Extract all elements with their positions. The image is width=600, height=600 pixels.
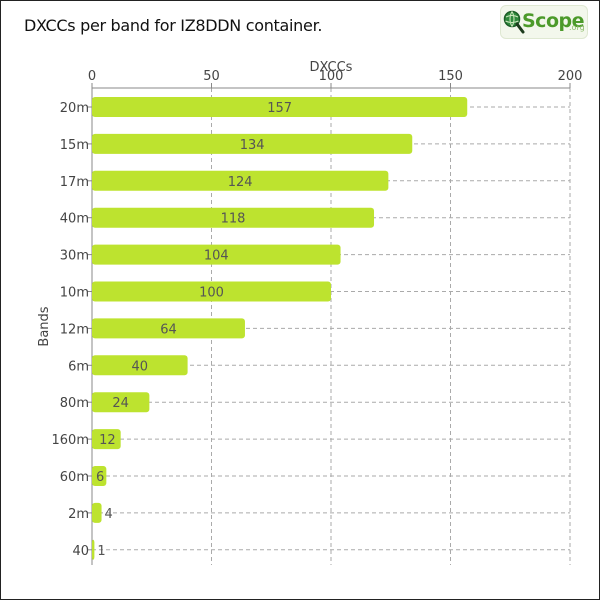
bar-15m bbox=[92, 133, 413, 154]
qscope-logo[interactable]: Scope .org bbox=[500, 5, 588, 39]
bar-6m bbox=[92, 355, 188, 376]
data-label: 40 bbox=[132, 359, 149, 374]
y-axis-title: Bands bbox=[37, 306, 52, 346]
data-label: 64 bbox=[160, 322, 177, 337]
bar-80m bbox=[92, 392, 150, 413]
category-label: 60m bbox=[60, 470, 89, 485]
data-label: 1 bbox=[97, 544, 105, 559]
data-label: 12 bbox=[99, 433, 116, 448]
category-label: 2m bbox=[68, 507, 89, 522]
bar-60m bbox=[92, 466, 107, 486]
data-label: 6 bbox=[96, 470, 104, 485]
category-label: 10m bbox=[60, 286, 89, 301]
logo-text: Scope bbox=[522, 10, 585, 32]
category-label: 80m bbox=[60, 396, 89, 411]
magnifier-globe-icon bbox=[503, 10, 525, 34]
bar-40m bbox=[92, 207, 375, 228]
category-label: 17m bbox=[60, 175, 89, 190]
x-tick-label: 0 bbox=[88, 69, 96, 84]
data-label: 157 bbox=[267, 101, 292, 116]
data-label: 134 bbox=[240, 138, 265, 153]
data-label: 24 bbox=[112, 396, 129, 411]
bar-17m bbox=[92, 170, 389, 191]
bar-2m bbox=[92, 502, 102, 523]
category-label: 20m bbox=[60, 101, 89, 116]
category-label: 40m bbox=[60, 212, 89, 227]
category-label: 30m bbox=[60, 249, 89, 264]
data-label: 100 bbox=[199, 286, 224, 301]
chart-title: DXCCs per band for IZ8DDN container. bbox=[24, 16, 323, 35]
bar-10m bbox=[92, 281, 331, 302]
data-label: 4 bbox=[105, 507, 113, 522]
category-label: 15m bbox=[60, 138, 89, 153]
data-label: 118 bbox=[221, 212, 246, 227]
category-label: 12m bbox=[60, 322, 89, 337]
category-label: 160m bbox=[52, 433, 89, 448]
category-label: 40 bbox=[72, 544, 89, 559]
bar-12m bbox=[92, 318, 245, 339]
x-tick-label: 50 bbox=[203, 69, 220, 84]
x-tick-label: 100 bbox=[319, 69, 344, 84]
bar-160m bbox=[92, 429, 121, 450]
data-label: 124 bbox=[228, 175, 253, 190]
bar-40 bbox=[92, 539, 95, 560]
bar-30m bbox=[92, 244, 341, 265]
logo-suffix: .org bbox=[569, 23, 585, 32]
category-label: 6m bbox=[68, 359, 89, 374]
x-tick-label: 200 bbox=[558, 69, 583, 84]
x-tick-label: 150 bbox=[438, 69, 463, 84]
bar-20m bbox=[92, 97, 468, 117]
x-axis-title: DXCCs bbox=[310, 60, 353, 75]
data-label: 104 bbox=[204, 249, 229, 264]
bars bbox=[92, 97, 468, 560]
